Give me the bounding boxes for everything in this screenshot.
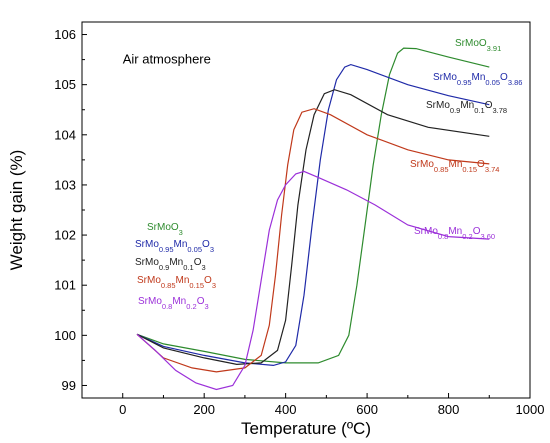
legend: SrMoO3 SrMo0.95Mn0.05O3 SrMo0.9Mn0.1O3 SrMo… — [135, 222, 216, 311]
y-axis: 99 100 101 102 103 104 105 106 — [54, 27, 87, 393]
y-tick-label: 101 — [54, 278, 76, 293]
series-line — [136, 47, 490, 364]
y-tick-label: 102 — [54, 228, 76, 243]
legend-entry: SrMo0.95Mn0.05O3 — [135, 239, 214, 254]
y-tick-label: 106 — [54, 27, 76, 42]
series-end-label: SrMo0.95Mn0.05O3.86 — [433, 72, 522, 87]
atmosphere-annotation: Air atmosphere — [123, 52, 211, 67]
series-line — [136, 170, 490, 391]
series-end-label: SrMo0.8Mn0.2O3.60 — [414, 226, 495, 241]
y-axis-title: Weight gain (%) — [7, 150, 26, 271]
series-line — [136, 108, 490, 373]
x-tick-label: 0 — [119, 402, 126, 417]
y-tick-label: 99 — [62, 378, 76, 393]
y-tick-label: 104 — [54, 127, 76, 142]
x-tick-label: 400 — [275, 402, 297, 417]
series-line — [136, 63, 490, 367]
end-labels: SrMoO3.91 SrMo0.95Mn0.05O3.86 SrMo0.9Mn0.1… — [410, 38, 522, 241]
x-axis-title: Temperature (ºC) — [241, 419, 371, 438]
series-end-label: SrMoO3.91 — [455, 38, 501, 53]
legend-entry: SrMo0.8Mn0.2O3 — [138, 296, 209, 311]
series-end-label: SrMo0.85Mn0.15O3.74 — [410, 159, 499, 174]
series-line — [136, 89, 490, 366]
x-axis: 0 200 400 600 800 1000 — [81, 393, 545, 417]
series-end-label: SrMo0.9Mn0.1O3.78 — [426, 100, 507, 115]
y-tick-label: 100 — [54, 328, 76, 343]
y-tick-label: 103 — [54, 177, 76, 192]
x-tick-label: 1000 — [516, 402, 545, 417]
legend-entry: SrMo0.9Mn0.1O3 — [135, 257, 206, 272]
x-tick-label: 800 — [438, 402, 460, 417]
x-tick-label: 200 — [193, 402, 215, 417]
series-layer — [136, 47, 490, 391]
legend-entry: SrMoO3 — [147, 222, 183, 237]
x-tick-label: 600 — [356, 402, 378, 417]
legend-entry: SrMo0.85Mn0.15O3 — [137, 275, 216, 290]
y-tick-label: 105 — [54, 77, 76, 92]
